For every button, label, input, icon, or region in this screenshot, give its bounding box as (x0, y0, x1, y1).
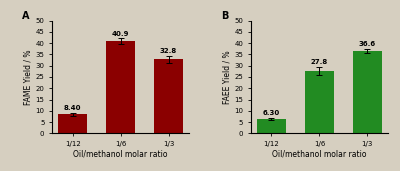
Text: 8.40: 8.40 (64, 105, 81, 111)
Text: 6.30: 6.30 (263, 110, 280, 116)
Bar (58, 114, 87, 133)
Bar (257, 119, 286, 133)
Y-axis label: FAME Yield / %: FAME Yield / % (24, 49, 32, 105)
Bar (154, 59, 183, 133)
Text: 27.8: 27.8 (311, 59, 328, 65)
Bar (305, 71, 334, 133)
Text: A: A (22, 11, 29, 22)
X-axis label: Oil/methanol molar ratio: Oil/methanol molar ratio (73, 150, 168, 159)
Text: 36.6: 36.6 (359, 41, 376, 47)
X-axis label: Oil/methanol molar ratio: Oil/methanol molar ratio (272, 150, 367, 159)
Bar (353, 51, 382, 133)
Text: 40.9: 40.9 (112, 31, 129, 37)
Bar (106, 41, 135, 133)
Text: B: B (221, 11, 228, 22)
Y-axis label: FAEE Yield / %: FAEE Yield / % (222, 50, 232, 104)
Text: 32.8: 32.8 (160, 48, 177, 54)
